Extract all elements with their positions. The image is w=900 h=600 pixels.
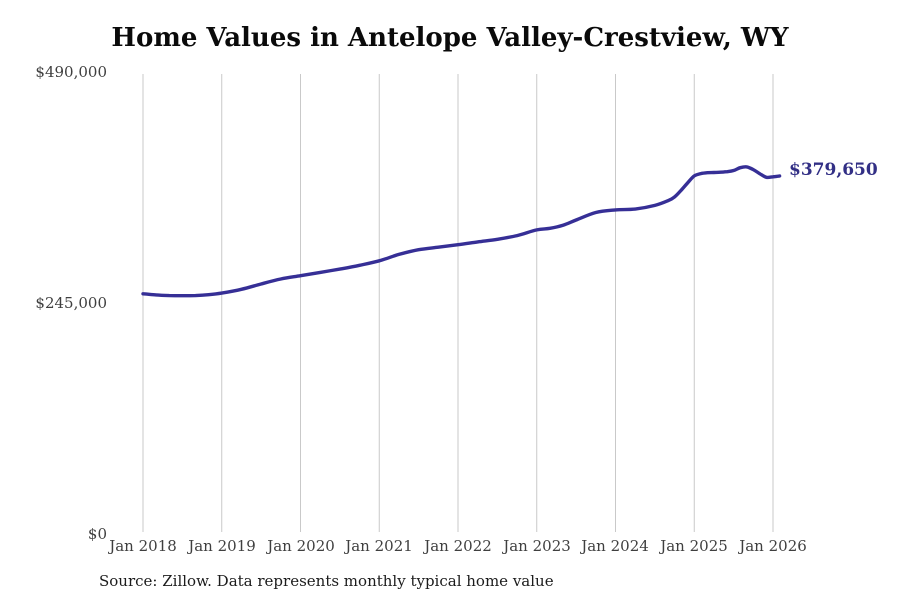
x-tick-label-2019: Jan 2019 [188,537,256,555]
x-tick-label-2021: Jan 2021 [345,537,413,555]
x-tick-label-2023: Jan 2023 [503,537,571,555]
y-tick-label-0: $0 [87,525,107,543]
source-note: Source: Zillow. Data represents monthly … [99,572,554,590]
y-tick-label-490000: $490,000 [35,63,107,81]
x-tick-label-2025: Jan 2025 [660,537,728,555]
x-tick-label-2024: Jan 2024 [581,537,649,555]
final-value-label: $379,650 [789,160,878,180]
chart-title: Home Values in Antelope Valley-Crestview… [111,23,789,53]
home-value-line [141,165,782,298]
x-tick-label-2026: Jan 2026 [739,537,807,555]
y-tick-label-245000: $245,000 [35,294,107,312]
x-tick-label-2020: Jan 2020 [267,537,335,555]
x-tick-label-2018: Jan 2018 [109,537,177,555]
x-tick-label-2022: Jan 2022 [424,537,492,555]
